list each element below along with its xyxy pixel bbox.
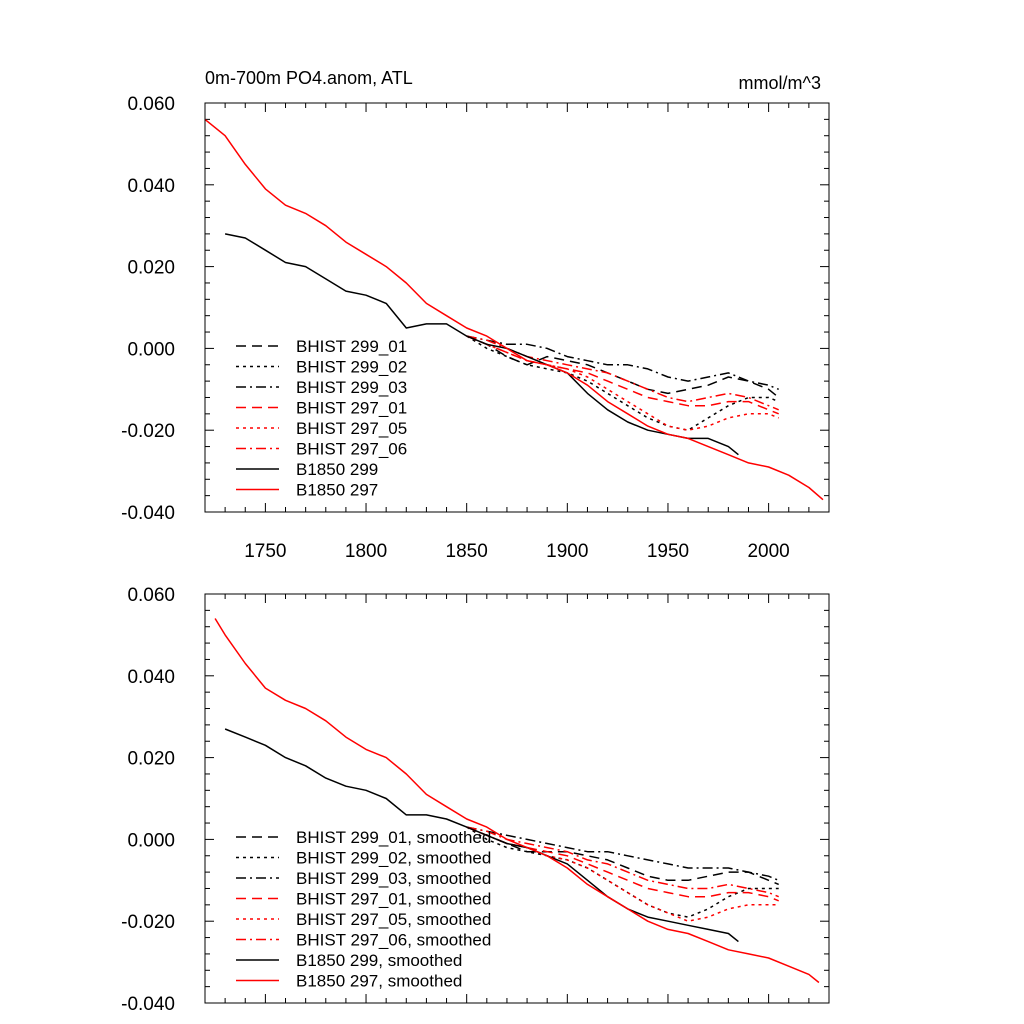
legend-label: BHIST 297_01, smoothed	[296, 890, 491, 909]
series-line-7	[224, 233, 739, 456]
x-tick-label: 1750	[244, 541, 286, 562]
legend-label: B1850 299	[296, 460, 378, 479]
panel-top: -0.040 -0.020 0.000 0.020 0.040 0.060 1750 1800…	[121, 68, 830, 562]
units-label: mmol/m^3	[739, 73, 821, 93]
legend-label: BHIST 299_01, smoothed	[296, 828, 491, 847]
y-tick-label: 0.000	[127, 830, 175, 851]
y-tick-label: 0.020	[127, 258, 175, 279]
legend-label: BHIST 299_02	[296, 358, 407, 377]
legend-label: BHIST 299_03	[296, 378, 407, 397]
legend-label: BHIST 297_06, smoothed	[296, 931, 491, 950]
y-tick-label: -0.020	[121, 912, 175, 933]
x-tick-label: 1950	[647, 541, 689, 562]
legend-label: BHIST 297_05, smoothed	[296, 910, 491, 929]
legend-label: BHIST 297_01	[296, 399, 407, 418]
series-line-1	[466, 826, 779, 886]
legend-label: B1850 299, smoothed	[296, 951, 462, 970]
series-line-8	[214, 618, 820, 984]
y-tick-label: 0.000	[127, 339, 175, 360]
panel-bottom: -0.040 -0.020 0.000 0.020 0.040 0.060 BHIST 29…	[121, 585, 830, 1015]
y-tick-label: 0.060	[127, 94, 175, 115]
x-tick-label: 1800	[345, 541, 387, 562]
y-tick-label: 0.040	[127, 176, 175, 197]
series-line-7	[224, 728, 739, 943]
legend-label: BHIST 297_05	[296, 419, 407, 438]
y-tick-label: 0.060	[127, 585, 175, 606]
legend-label: BHIST 299_03, smoothed	[296, 869, 491, 888]
series-line-6	[466, 826, 779, 898]
series-line-2	[466, 335, 779, 431]
y-tick-label: -0.040	[121, 503, 175, 524]
legend-label: BHIST 299_02, smoothed	[296, 849, 491, 868]
x-tick-label: 1900	[546, 541, 588, 562]
y-tick-label: -0.020	[121, 421, 175, 442]
series-line-3	[466, 826, 779, 881]
legend-label: BHIST 299_01	[296, 337, 407, 356]
series-line-1	[466, 335, 780, 399]
plot-frame	[204, 593, 830, 1004]
x-tick-label: 1850	[446, 541, 488, 562]
series-line-6	[466, 335, 779, 411]
chart-title: 0m-700m PO4.anom, ATL	[205, 68, 413, 88]
y-tick-label: -0.040	[121, 994, 175, 1015]
series-line-3	[466, 335, 779, 390]
x-tick-label: 2000	[747, 541, 789, 562]
series-line-8	[204, 118, 824, 501]
legend-label: B1850 297	[296, 481, 378, 500]
y-tick-label: 0.020	[127, 749, 175, 770]
legend-label: B1850 297, smoothed	[296, 972, 462, 991]
legend-label: BHIST 297_06	[296, 440, 407, 459]
plot-frame	[204, 102, 830, 513]
y-tick-label: 0.040	[127, 667, 175, 688]
series-line-5	[466, 335, 779, 431]
